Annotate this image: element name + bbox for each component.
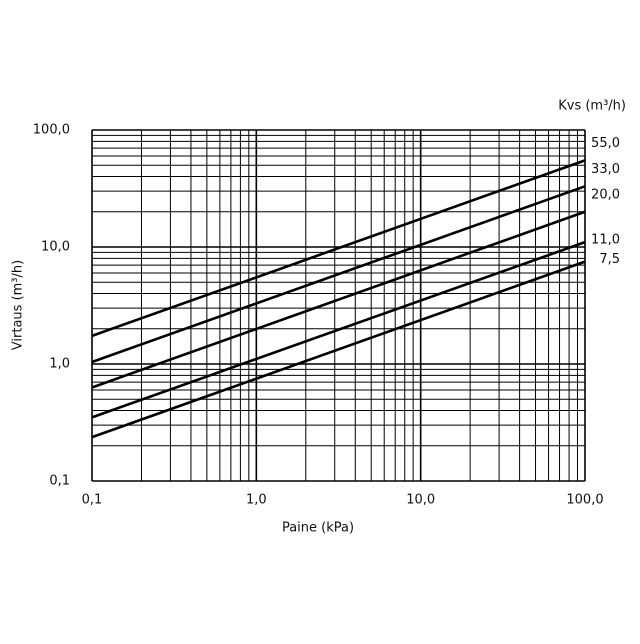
y-tick-label: 10,0 <box>41 240 70 255</box>
kvs-line <box>91 240 586 419</box>
line-label: 7,5 <box>599 252 620 267</box>
x-tick-label: 100,0 <box>566 493 603 508</box>
y-axis-title: Virtaus (m³/h) <box>11 260 26 350</box>
y-tick-label: 0,1 <box>49 474 70 489</box>
x-axis-title: Paine (kPa) <box>282 521 354 536</box>
x-tick-label: 10,0 <box>406 493 435 508</box>
kvs-line <box>91 185 586 364</box>
x-tick-label: 0,1 <box>82 493 103 508</box>
x-tick-label: 1,0 <box>246 493 267 508</box>
line-label: 33,0 <box>591 162 620 177</box>
kvs-line <box>91 260 586 439</box>
legend-title: Kvs (m³/h) <box>558 99 626 114</box>
kvs-line <box>91 210 586 389</box>
line-label: 20,0 <box>591 187 620 202</box>
line-label: 55,0 <box>591 136 620 151</box>
kvs-line <box>91 159 586 338</box>
y-tick-label: 100,0 <box>33 123 70 138</box>
line-label: 11,0 <box>591 233 620 248</box>
y-tick-label: 1,0 <box>49 357 70 372</box>
